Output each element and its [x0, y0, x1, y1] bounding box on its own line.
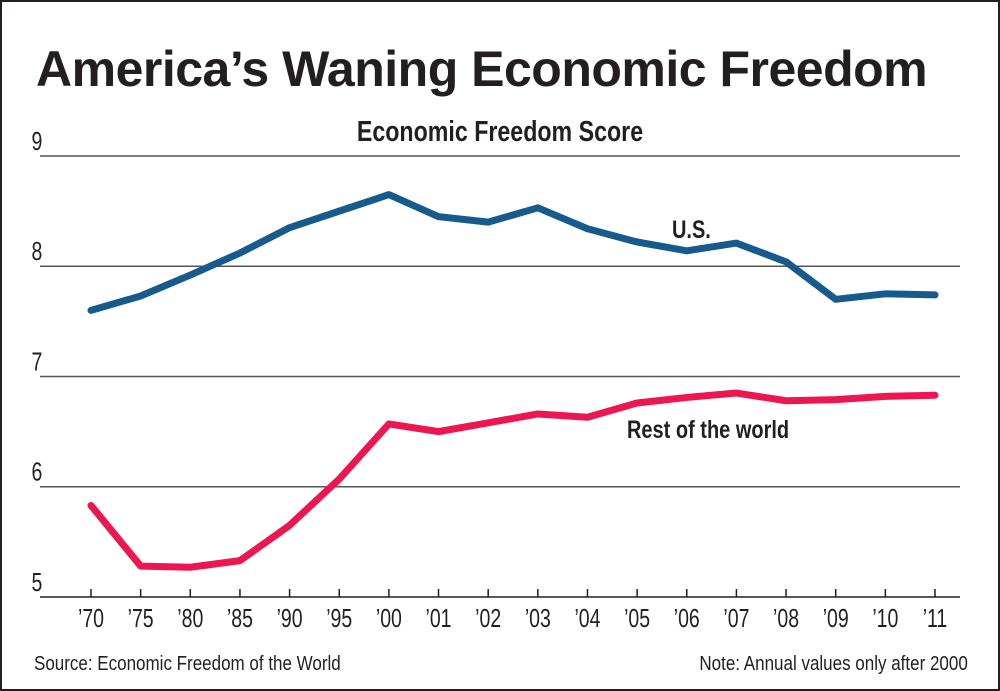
x-tick-label: ’05: [624, 603, 650, 632]
x-tick-label: ’03: [525, 603, 551, 632]
y-tick-label: 5: [32, 567, 43, 596]
x-tick-label: ’01: [426, 603, 452, 632]
x-tick-label: ’11: [923, 603, 948, 632]
series-line-rest-of-world: [87, 389, 939, 571]
x-tick-label: ’95: [326, 603, 352, 632]
x-tick-label: ’90: [277, 603, 303, 632]
x-tick-label: ’75: [128, 603, 154, 632]
chart-title: America’s Waning Economic Freedom: [36, 41, 928, 97]
x-tick-label: ’85: [227, 603, 253, 632]
x-tick-label: ’00: [376, 603, 402, 632]
y-tick-label: 9: [32, 126, 43, 155]
x-tick-label: ’10: [872, 603, 898, 632]
series-label-rest-of-world: Rest of the world: [627, 416, 789, 444]
series-line-us: [87, 191, 939, 314]
x-tick-label: ’09: [823, 603, 849, 632]
x-tick-label: ’02: [475, 603, 501, 632]
x-tick-label: ’70: [78, 603, 104, 632]
x-tick-label: ’80: [177, 603, 203, 632]
x-tick-label: ’06: [674, 603, 700, 632]
y-tick-label: 7: [32, 347, 43, 376]
source-note: Source: Economic Freedom of the World: [34, 653, 341, 675]
footnote: Note: Annual values only after 2000: [699, 653, 968, 675]
series-label-us: U.S.: [672, 216, 711, 244]
y-tick-label: 8: [32, 236, 43, 265]
x-tick-label: ’08: [773, 603, 799, 632]
x-tick-label: ’04: [574, 603, 600, 632]
chart-subtitle: Economic Freedom Score: [356, 116, 644, 148]
x-tick-label: ’07: [723, 603, 749, 632]
y-tick-label: 6: [32, 457, 43, 486]
